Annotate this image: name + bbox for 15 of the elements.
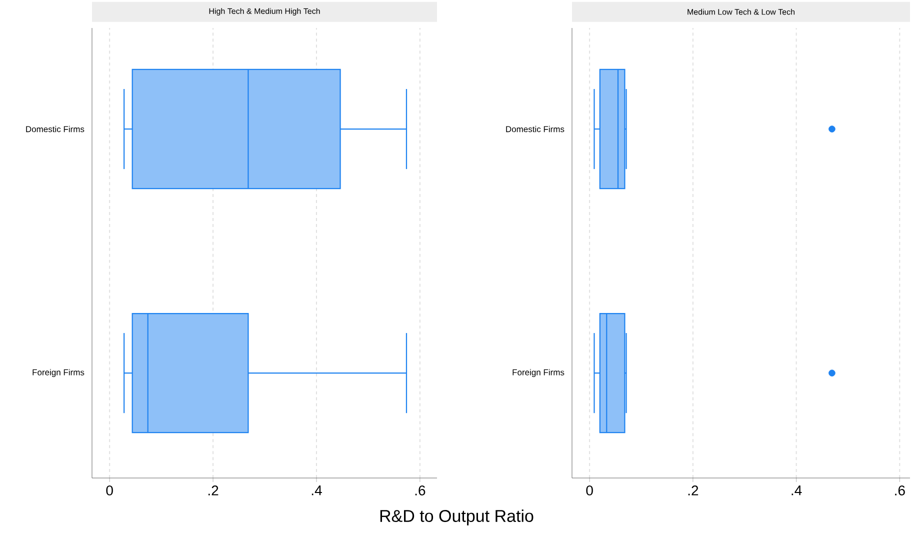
x-tick-label: .4 [792, 486, 802, 496]
y-tick-label: Foreign Firms [32, 369, 84, 378]
x-tick-label: 0 [106, 486, 113, 496]
x-tick-label: 0 [586, 486, 593, 496]
x-tick-label: .6 [415, 486, 426, 496]
x-tick-label: .4 [312, 486, 322, 496]
y-tick-label: Foreign Firms [512, 369, 564, 378]
x-tick-label: .2 [688, 486, 698, 496]
x-axis-title: R&D to Output Ratio [380, 510, 534, 526]
chart-title: High Tech & Medium High Tech [209, 8, 320, 16]
chart-title: Medium Low Tech & Low Tech [688, 8, 795, 15]
y-tick-label: Domestic Firms [26, 126, 84, 132]
x-tick-label: .2 [208, 486, 218, 496]
x-tick-label: .6 [895, 486, 905, 496]
y-tick-label: Domestic Firms [506, 126, 564, 132]
